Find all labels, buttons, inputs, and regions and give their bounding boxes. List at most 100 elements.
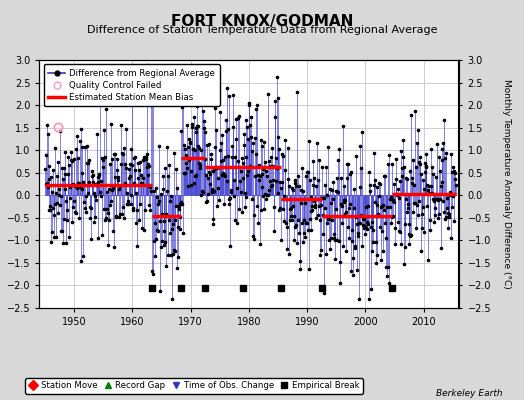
Point bbox=[421, 160, 429, 166]
Point bbox=[138, 180, 146, 187]
Point bbox=[261, 196, 270, 202]
Point bbox=[290, 236, 298, 243]
Point bbox=[344, 161, 352, 167]
Point bbox=[41, 166, 49, 172]
Point bbox=[194, 123, 203, 130]
Point bbox=[233, 185, 241, 191]
Point bbox=[133, 206, 141, 213]
Point bbox=[305, 216, 314, 222]
Point bbox=[247, 114, 256, 120]
Point bbox=[273, 74, 281, 80]
Point bbox=[129, 204, 137, 211]
Point bbox=[197, 192, 205, 198]
Point bbox=[223, 178, 231, 184]
Point bbox=[393, 190, 401, 197]
Point bbox=[379, 247, 387, 254]
Point bbox=[238, 174, 247, 181]
Point bbox=[274, 134, 282, 140]
Point bbox=[89, 178, 97, 185]
Point bbox=[267, 182, 275, 189]
Point bbox=[340, 183, 348, 190]
Point bbox=[51, 190, 60, 196]
Point bbox=[354, 296, 363, 302]
Point bbox=[243, 172, 252, 178]
Point bbox=[193, 123, 201, 130]
Point bbox=[358, 129, 367, 135]
Point bbox=[280, 193, 288, 200]
Point bbox=[215, 197, 224, 203]
Point bbox=[343, 161, 351, 168]
Point bbox=[307, 208, 315, 214]
Point bbox=[324, 144, 332, 151]
Point bbox=[258, 183, 266, 190]
Point bbox=[356, 142, 365, 149]
Point bbox=[73, 184, 81, 191]
Point bbox=[403, 175, 411, 182]
Point bbox=[91, 197, 100, 204]
Point bbox=[450, 218, 458, 224]
Point bbox=[168, 296, 177, 302]
Point bbox=[418, 210, 427, 217]
Point bbox=[71, 210, 80, 216]
Point bbox=[379, 173, 388, 179]
Point bbox=[445, 210, 453, 217]
Point bbox=[257, 137, 265, 143]
Point bbox=[407, 111, 416, 118]
Point bbox=[441, 215, 449, 222]
Point bbox=[373, 252, 381, 258]
Point bbox=[180, 142, 189, 148]
Point bbox=[444, 214, 453, 220]
Point bbox=[285, 183, 293, 190]
Point bbox=[451, 182, 460, 188]
Point bbox=[304, 138, 313, 144]
Point bbox=[368, 226, 377, 233]
Point bbox=[222, 127, 230, 134]
Point bbox=[248, 140, 257, 146]
Point bbox=[208, 186, 216, 193]
Point bbox=[106, 120, 115, 127]
Point bbox=[398, 173, 407, 180]
Point bbox=[133, 243, 141, 249]
Point bbox=[426, 216, 434, 223]
Point bbox=[143, 164, 151, 170]
Point bbox=[298, 220, 306, 226]
Point bbox=[284, 145, 292, 151]
Point bbox=[405, 221, 413, 228]
Point bbox=[124, 201, 132, 208]
Point bbox=[198, 93, 206, 99]
Point bbox=[326, 246, 334, 252]
Point bbox=[67, 157, 75, 163]
Point bbox=[249, 212, 258, 219]
Point bbox=[412, 225, 420, 232]
Point bbox=[395, 194, 403, 201]
Point bbox=[166, 230, 174, 236]
Point bbox=[353, 267, 361, 273]
Point bbox=[260, 206, 269, 212]
Point bbox=[47, 174, 55, 181]
Point bbox=[124, 197, 132, 204]
Point bbox=[47, 239, 56, 245]
Point bbox=[132, 190, 140, 196]
Point bbox=[372, 260, 380, 267]
Point bbox=[81, 144, 89, 150]
Point bbox=[420, 229, 428, 235]
Point bbox=[254, 172, 263, 178]
Point bbox=[101, 216, 109, 223]
Point bbox=[431, 212, 439, 218]
Point bbox=[300, 217, 309, 223]
Point bbox=[294, 172, 302, 179]
Point bbox=[84, 190, 92, 196]
Point bbox=[79, 252, 88, 259]
Point bbox=[118, 204, 127, 210]
Point bbox=[128, 162, 137, 168]
Point bbox=[316, 217, 324, 224]
Point bbox=[84, 179, 93, 186]
Point bbox=[130, 180, 138, 186]
Point bbox=[413, 139, 421, 146]
Point bbox=[87, 235, 95, 242]
Point bbox=[223, 126, 232, 132]
Point bbox=[71, 182, 79, 189]
Point bbox=[114, 174, 122, 180]
Point bbox=[272, 165, 281, 172]
Y-axis label: Monthly Temperature Anomaly Difference (°C): Monthly Temperature Anomaly Difference (… bbox=[503, 79, 511, 289]
